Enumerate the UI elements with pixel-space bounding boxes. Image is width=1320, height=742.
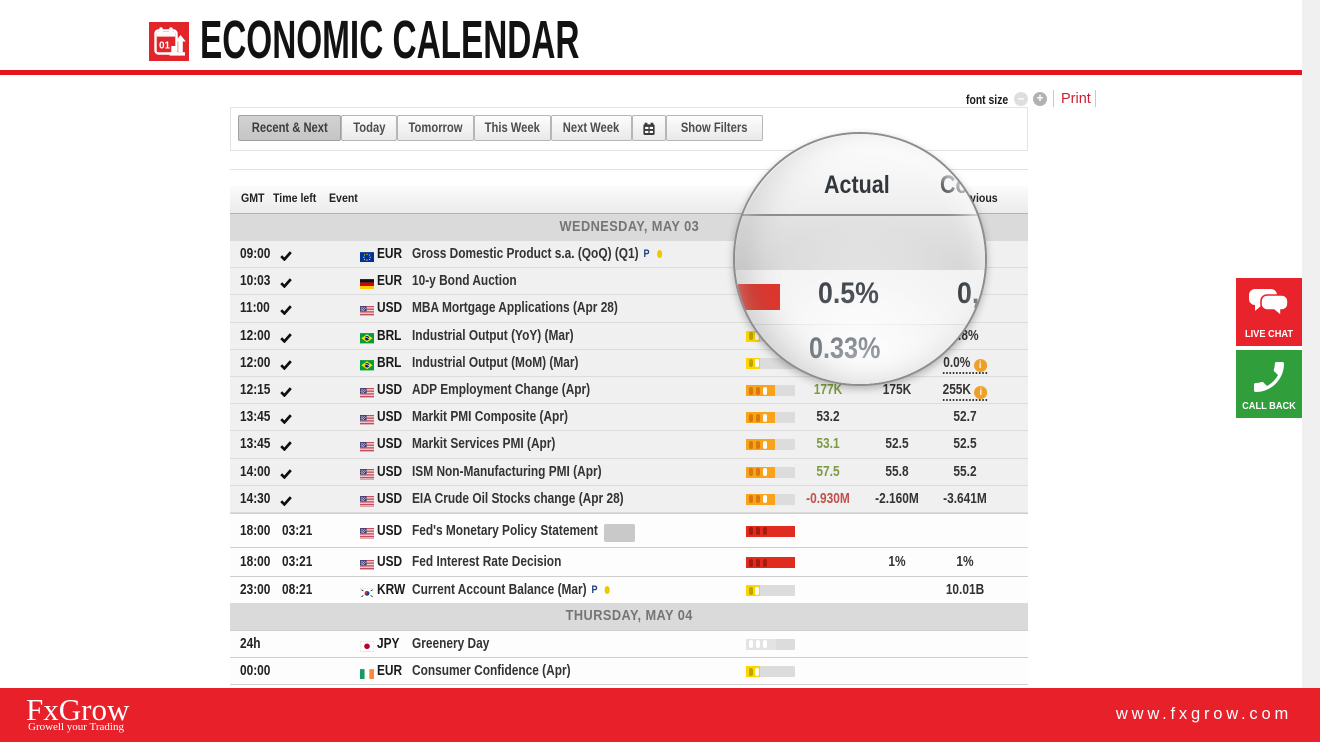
svg-text:01: 01 — [159, 41, 171, 52]
